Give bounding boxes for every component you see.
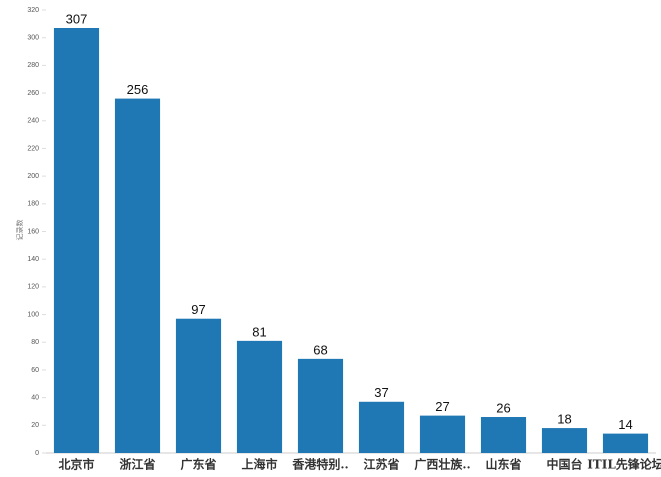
- value-label: 18: [557, 412, 571, 427]
- x-tick-label: 北京市: [58, 457, 94, 472]
- y-tick-label: 200: [27, 173, 39, 180]
- value-label: 97: [191, 302, 205, 317]
- bar: [114, 98, 161, 453]
- x-tick-label: 山东省: [485, 457, 521, 472]
- value-label: 14: [618, 417, 632, 432]
- y-tick-label: 20: [31, 422, 39, 429]
- y-tick-label: 40: [31, 394, 39, 401]
- x-tick-label: 广西壮族..: [414, 457, 470, 472]
- x-tick-label: 广东省: [180, 457, 216, 472]
- y-tick-label: 60: [31, 367, 39, 374]
- y-tick-label: 120: [27, 284, 39, 291]
- y-tick-label: 280: [27, 62, 39, 69]
- y-tick-label: 140: [27, 256, 39, 263]
- bar: [236, 340, 283, 453]
- x-tick-label: 浙江省: [119, 457, 155, 472]
- y-tick-label: 300: [27, 35, 39, 42]
- y-tick-label: 220: [27, 145, 39, 152]
- value-label: 307: [66, 11, 88, 26]
- y-axis-label: 记录数: [15, 220, 24, 241]
- x-tick-label: 江苏省: [363, 457, 399, 472]
- bar: [53, 27, 100, 453]
- value-label: 26: [496, 400, 510, 415]
- y-tick-label: 320: [27, 7, 39, 14]
- bar: [358, 401, 405, 453]
- value-label: 256: [127, 82, 149, 97]
- x-tick-label: ITIL先锋论坛: [587, 457, 661, 472]
- y-tick-label: 260: [27, 90, 39, 97]
- y-tick-label: 240: [27, 118, 39, 125]
- bar: [419, 415, 466, 453]
- x-tick-label: 中国台: [546, 457, 582, 472]
- value-label: 81: [252, 324, 266, 339]
- bar: [541, 428, 588, 453]
- bar: [175, 318, 222, 453]
- value-label: 37: [374, 385, 388, 400]
- value-label: 27: [435, 399, 449, 414]
- bar: [297, 358, 344, 453]
- y-tick-label: 80: [31, 339, 39, 346]
- value-label: 68: [313, 342, 327, 357]
- y-tick-label: 0: [35, 450, 39, 457]
- y-tick-label: 180: [27, 201, 39, 208]
- y-tick-label: 100: [27, 311, 39, 318]
- x-tick-label: 上海市: [241, 457, 277, 472]
- bar: [480, 417, 527, 453]
- bar: [602, 433, 649, 453]
- x-tick-label: 香港特别..: [291, 457, 348, 472]
- y-tick-label: 160: [27, 228, 39, 235]
